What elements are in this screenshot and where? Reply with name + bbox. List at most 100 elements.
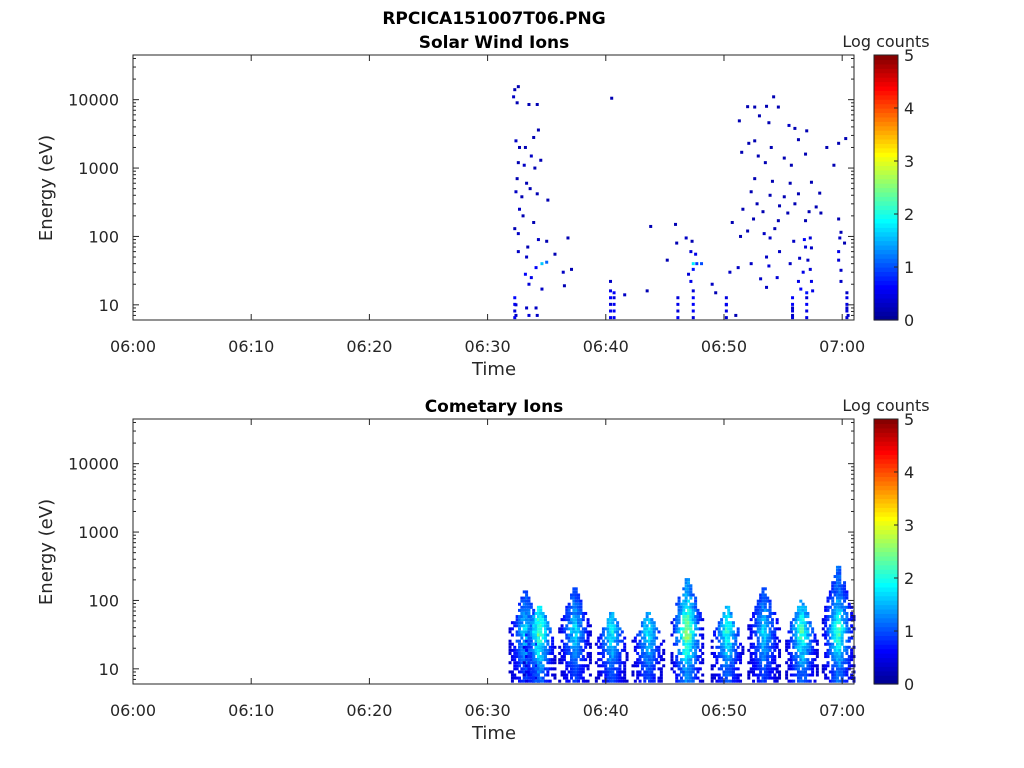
heatmap-cell [754, 608, 758, 612]
heatmap-cell [574, 651, 578, 655]
heatmap-cell [840, 584, 844, 588]
heatmap-cell [520, 661, 524, 665]
heatmap-cell [616, 648, 620, 652]
heatmap-cell [752, 611, 756, 615]
heatmap-cell [757, 114, 761, 118]
heatmap-cell [541, 648, 545, 652]
heatmap-cell [687, 658, 691, 662]
heatmap-cell [838, 658, 842, 662]
heatmap-cell [749, 645, 753, 649]
heatmap-cell [601, 670, 605, 674]
heatmap-cell [698, 618, 702, 622]
heatmap-cell [551, 658, 555, 662]
heatmap-cell [558, 679, 562, 683]
heatmap-cell [761, 605, 765, 609]
heatmap-cell [609, 618, 613, 622]
heatmap-cell [775, 664, 779, 668]
heatmap-cell [609, 615, 613, 619]
heatmap-cell [801, 642, 805, 646]
heatmap-cell [532, 658, 536, 662]
heatmap-cell [618, 658, 622, 662]
heatmap-cell [677, 630, 681, 634]
heatmap-cell [843, 630, 847, 634]
heatmap-cell [766, 624, 770, 628]
heatmap-cell [850, 615, 854, 619]
heatmap-cell [541, 670, 545, 674]
heatmap-cell [657, 655, 661, 659]
heatmap-cell [739, 234, 743, 238]
heatmap-cell [620, 648, 624, 652]
heatmap-cell [650, 642, 654, 646]
heatmap-cell [534, 648, 538, 652]
heatmap-cell [835, 670, 839, 674]
heatmap-cell [522, 673, 526, 677]
heatmap-cell [684, 581, 688, 585]
heatmap-cell [835, 664, 839, 668]
heatmap-cell [611, 645, 615, 649]
heatmap-cell [717, 667, 721, 671]
heatmap-cell [532, 642, 536, 646]
heatmap-cell [691, 642, 695, 646]
colorbar-segment [874, 578, 898, 584]
heatmap-cell [747, 141, 751, 145]
heatmap-cell [845, 639, 849, 643]
heatmap-cell [533, 166, 537, 170]
heatmap-cell [570, 630, 574, 634]
heatmap-cell [536, 658, 540, 662]
heatmap-cell [761, 667, 765, 671]
heatmap-cell [659, 655, 663, 659]
heatmap-cell [792, 655, 796, 659]
heatmap-cell [672, 630, 676, 634]
heatmap-cell [759, 593, 763, 597]
heatmap-cell [845, 590, 849, 594]
heatmap-cell [729, 670, 733, 674]
heatmap-cell [808, 667, 812, 671]
heatmap-cell [831, 618, 835, 622]
heatmap-cell [633, 645, 637, 649]
heatmap-cell [518, 633, 522, 637]
heatmap-cell [835, 593, 839, 597]
heatmap-cell [727, 679, 731, 683]
colorbar-segment [874, 293, 898, 299]
heatmap-cell [796, 627, 800, 631]
heatmap-cell [801, 624, 805, 628]
heatmap-cell [520, 679, 524, 683]
heatmap-cell [565, 608, 569, 612]
heatmap-cell [534, 673, 538, 677]
heatmap-cell [586, 630, 590, 634]
heatmap-cell [722, 624, 726, 628]
heatmap-cell [796, 605, 800, 609]
heatmap-cell [687, 636, 691, 640]
heatmap-cell [796, 624, 800, 628]
heatmap-cell [694, 651, 698, 655]
heatmap-cell [539, 158, 543, 162]
heatmap-cell [835, 584, 839, 588]
heatmap-cell [694, 252, 698, 256]
heatmap-cell [710, 667, 714, 671]
heatmap-cell [515, 667, 519, 671]
heatmap-cell [698, 615, 702, 619]
heatmap-cell [643, 639, 647, 643]
heatmap-cell [611, 664, 615, 668]
heatmap-cell [520, 642, 524, 646]
heatmap-cell [765, 285, 769, 289]
colorbar-segment [874, 520, 898, 526]
heatmap-cell [525, 599, 529, 603]
heatmap-cell [689, 664, 693, 668]
heatmap-cell [766, 661, 770, 665]
colorbar-segment [874, 498, 898, 504]
heatmap-cell [640, 624, 644, 628]
heatmap-cell [513, 296, 517, 300]
heatmap-cell [536, 633, 540, 637]
heatmap-cell [768, 648, 772, 652]
heatmap-cell [636, 651, 640, 655]
heatmap-cell [539, 642, 543, 646]
heatmap-cell [715, 636, 719, 640]
heatmap-cell [770, 179, 774, 183]
heatmap-cell [843, 621, 847, 625]
heatmap-cell [534, 306, 538, 310]
heatmap-cell [562, 648, 566, 652]
heatmap-cell [640, 673, 644, 677]
heatmap-cell [691, 645, 695, 649]
heatmap-cell [724, 296, 728, 300]
